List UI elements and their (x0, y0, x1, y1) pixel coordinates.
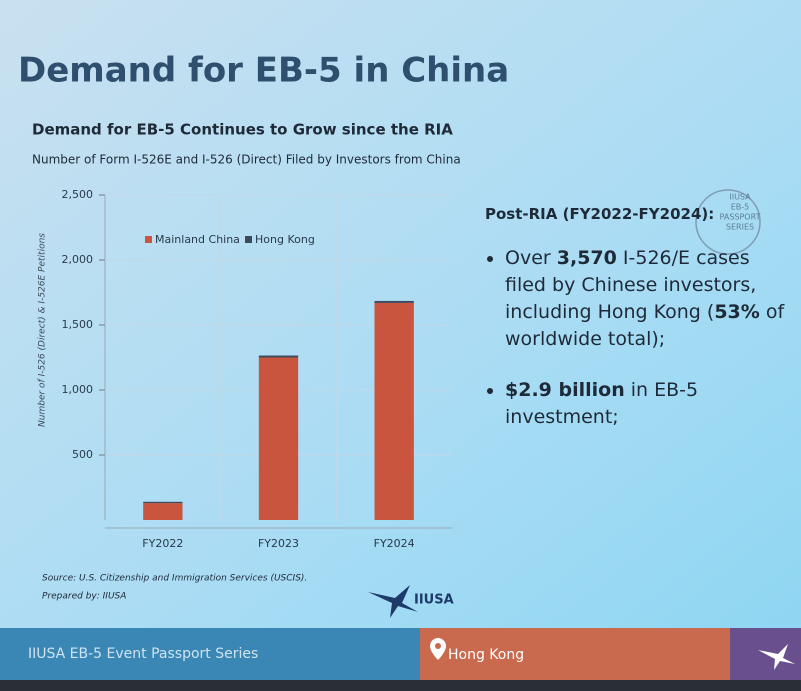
bullet-text: Over (505, 247, 557, 269)
footer-right (730, 628, 801, 680)
location-pin-hole (435, 643, 441, 649)
footer-middle (420, 628, 730, 680)
legend-swatch (245, 236, 252, 243)
slide-title: Demand for EB-5 in China (18, 51, 509, 91)
logo-text: IIUSA (414, 593, 454, 608)
stamp-text: PASSPORT (720, 213, 761, 222)
chart-subtitle: Number of Form I-526E and I-526 (Direct)… (32, 153, 461, 167)
source-note: Source: U.S. Citizenship and Immigration… (42, 574, 307, 584)
footer-left (0, 628, 420, 680)
post-ria-heading: Post-RIA (FY2022-FY2024): (485, 205, 715, 223)
legend-swatch (145, 236, 152, 243)
prepared-by: Prepared by: IIUSA (42, 592, 126, 602)
footer-logo (758, 644, 795, 670)
bar (374, 300, 414, 303)
screen-edge (0, 680, 801, 691)
bar (258, 357, 299, 520)
post-ria-panel: Post-RIA (FY2022-FY2024): Over 3,570 I-5… (485, 205, 785, 455)
stamp-circle (695, 189, 761, 255)
bullet-text: $2.9 billion (505, 379, 625, 401)
bullet: Over 3,570 I-526/E cases filed by Chines… (485, 245, 785, 353)
bullet-text: I-526/E cases filed by Chinese investors… (505, 247, 763, 323)
bar (143, 503, 183, 520)
legend-label: Mainland China (155, 233, 240, 246)
y-tick-label: 2,000 (62, 253, 94, 266)
footer-location: Hong Kong (448, 647, 524, 663)
bullet-text: of worldwide total); (505, 301, 791, 350)
stamp-text: EB-5 (731, 203, 750, 212)
x-tick-label: FY2023 (258, 537, 299, 550)
x-tick-label: FY2022 (142, 537, 183, 550)
stamp-text: SERIES (726, 223, 754, 232)
bar (374, 302, 414, 520)
bar (258, 355, 299, 358)
bullet-text: 3,570 (556, 247, 617, 269)
bar (143, 501, 183, 504)
footer-series: IIUSA EB-5 Event Passport Series (28, 646, 258, 662)
bullet-list: Over 3,570 I-526/E cases filed by Chines… (485, 245, 785, 431)
y-tick-label: 500 (72, 448, 93, 461)
logo-star (368, 585, 418, 618)
bullet: $2.9 billion in EB-5 investment; (485, 377, 785, 431)
stamp-text: IIUSA (729, 193, 751, 202)
y-tick-label: 1,500 (62, 318, 94, 331)
chart-title: Demand for EB-5 Continues to Grow since … (32, 121, 453, 139)
bullet-text: in EB-5 investment; (505, 379, 705, 428)
bullet-text: 53% (714, 301, 760, 323)
legend-label: Hong Kong (255, 233, 315, 246)
y-tick-label: 1,000 (62, 383, 94, 396)
y-tick-label: 2,500 (62, 188, 94, 201)
x-tick-label: FY2024 (374, 537, 415, 550)
y-axis-label: Number of I-526 (Direct) & I-526E Petiti… (38, 233, 48, 427)
